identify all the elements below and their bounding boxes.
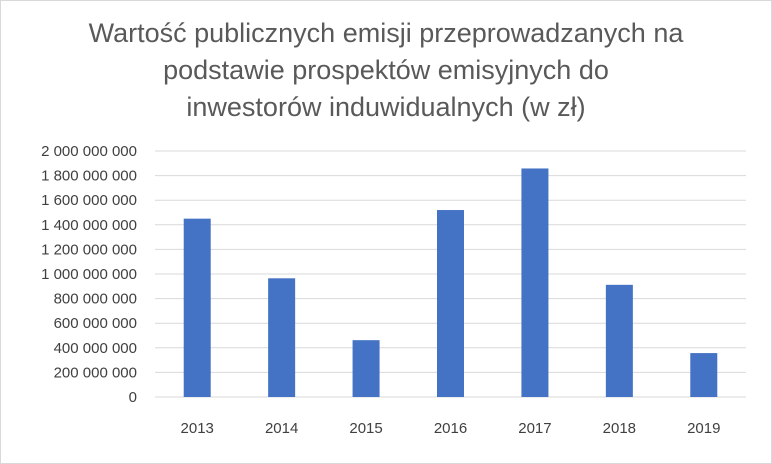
y-tick-label: 0 [129, 389, 137, 406]
y-axis-tick-labels: 0 200 000 000 400 000 000 600 000 000 800 00… [41, 143, 137, 406]
x-tick-label: 2019 [687, 420, 720, 437]
x-tick-label: 2015 [349, 420, 382, 437]
gridlines [155, 150, 746, 398]
x-tick-label: 2014 [265, 420, 298, 437]
bar-2019 [690, 353, 718, 397]
x-tick-label: 2018 [603, 420, 636, 437]
bar-2017 [521, 168, 549, 397]
y-tick-label: 1 400 000 000 [41, 217, 137, 234]
bar-2014 [268, 278, 296, 397]
y-tick-label: 1 800 000 000 [41, 168, 137, 185]
bar-2018 [605, 284, 633, 397]
x-axis-tick-labels: 2013 2014 2015 2016 2017 2018 2019 [181, 420, 721, 437]
y-tick-label: 2 000 000 000 [41, 143, 137, 160]
bar-2013 [183, 218, 211, 397]
x-tick-label: 2013 [181, 420, 214, 437]
bar-2016 [437, 210, 464, 397]
y-tick-label: 200 000 000 [54, 364, 137, 381]
y-tick-label: 1 200 000 000 [41, 241, 137, 258]
x-tick-label: 2017 [518, 420, 551, 437]
x-tick-label: 2016 [434, 420, 467, 437]
bar-2015 [352, 340, 380, 397]
y-tick-label: 1 600 000 000 [41, 192, 137, 209]
chart-title: Wartość publicznych emisji przeprowadzan… [88, 18, 684, 122]
y-tick-label: 600 000 000 [54, 315, 137, 332]
bars [183, 168, 718, 397]
y-tick-label: 400 000 000 [54, 340, 137, 357]
y-tick-label: 800 000 000 [54, 291, 137, 308]
y-tick-label: 1 000 000 000 [41, 266, 137, 283]
